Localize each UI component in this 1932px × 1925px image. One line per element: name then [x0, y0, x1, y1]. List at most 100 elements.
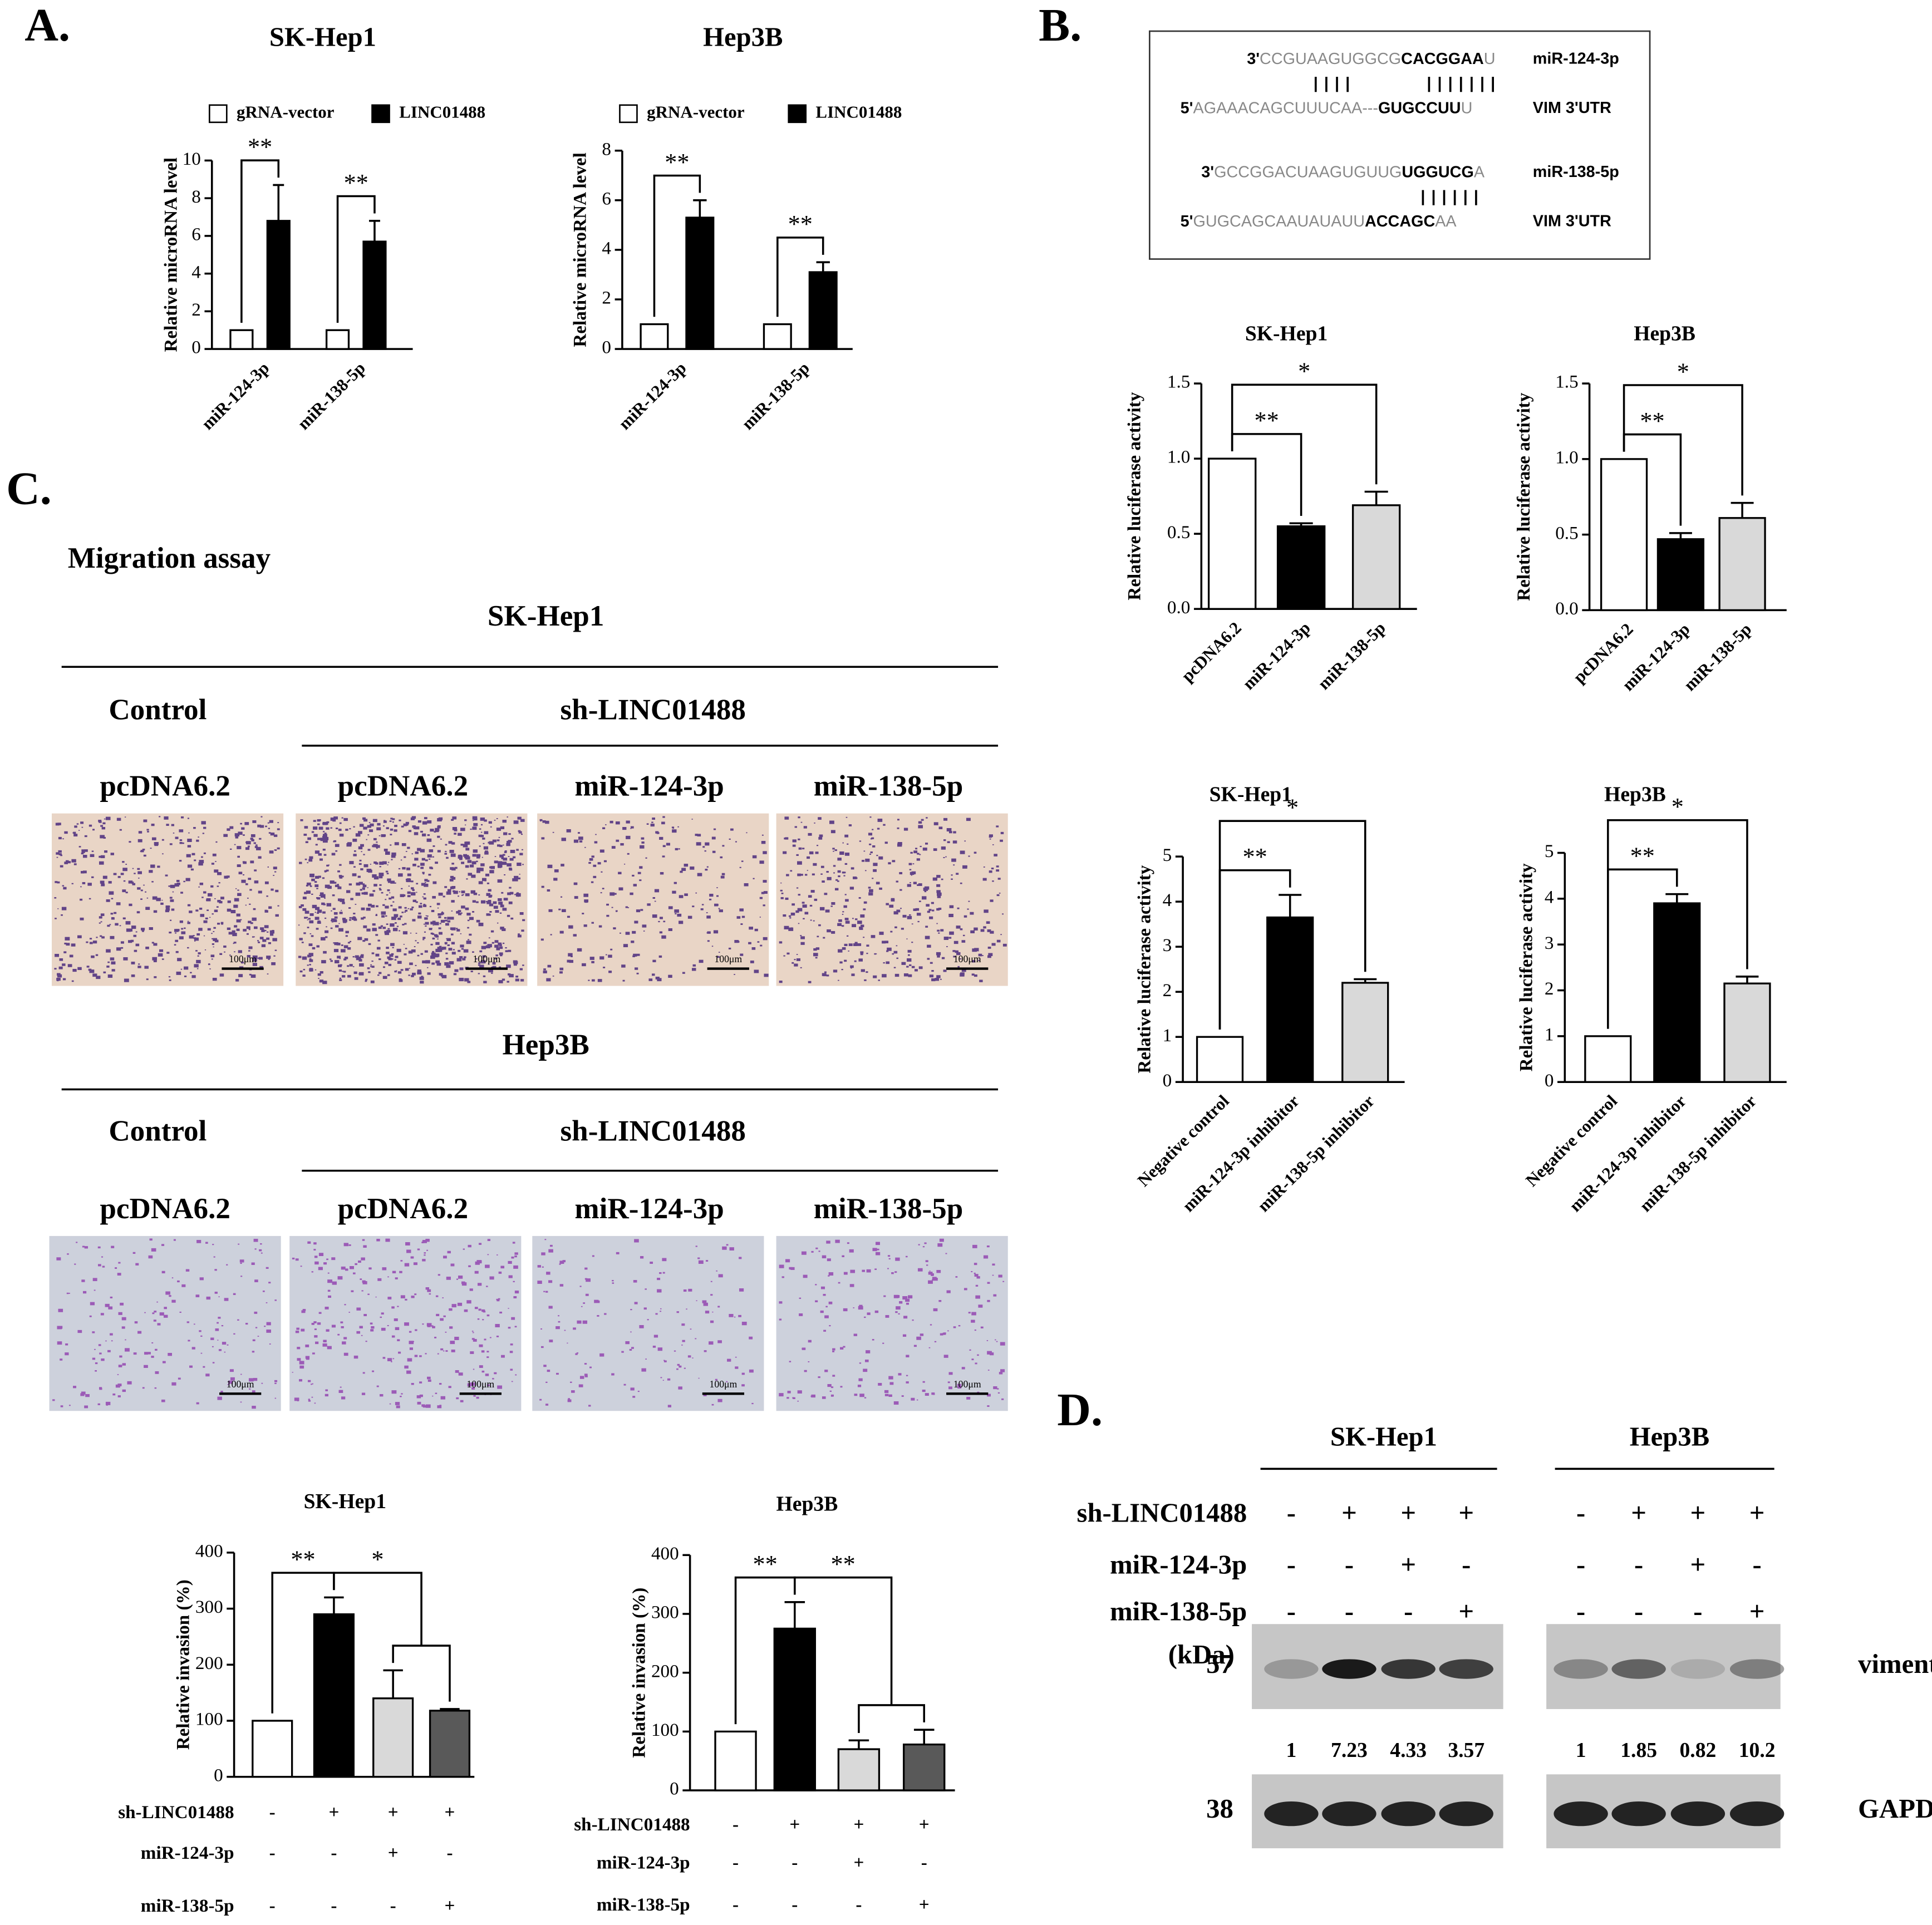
bar	[714, 1730, 757, 1791]
chart-title: Hep3B	[776, 1492, 838, 1515]
sign: -	[1634, 1550, 1643, 1580]
y-axis-label: Relative luciferase activity	[1513, 392, 1534, 601]
band	[1554, 1801, 1608, 1826]
band	[1264, 1801, 1319, 1826]
y-axis-label: Relative luciferase activity	[1516, 863, 1537, 1072]
quantification: 1.85	[1620, 1739, 1657, 1762]
condition-sign: -	[331, 1896, 337, 1916]
sequence: 3'CCGUAAGUGGCGCACGGAAU	[1247, 50, 1495, 67]
condition-sign: +	[388, 1802, 399, 1823]
column-label: pcDNA6.2	[338, 770, 469, 803]
bar	[837, 1748, 881, 1791]
significance-label: **	[248, 133, 272, 160]
significance-label: **	[291, 1545, 315, 1573]
bar	[773, 1627, 816, 1791]
base-pairs: ||||	[1314, 75, 1356, 92]
band	[1381, 1801, 1436, 1826]
error-bar	[1669, 532, 1692, 539]
sequence-part: A	[1474, 163, 1485, 181]
y-tick-label: 5	[1163, 845, 1172, 865]
row-label: miR-138-5p	[1110, 1597, 1247, 1627]
y-tick-label: 0	[1163, 1070, 1172, 1091]
y-tick-label: 400	[651, 1543, 679, 1564]
sequence-end: 5'	[1181, 213, 1193, 230]
y-tick-label: 0.5	[1167, 522, 1190, 543]
y-tick-label: 0	[602, 337, 611, 358]
significance-label: **	[753, 1550, 778, 1578]
bar	[1266, 916, 1314, 1083]
sequence-part: GUGCCUU	[1378, 99, 1461, 117]
y-tick-label: 0	[1545, 1070, 1554, 1091]
quantification: 7.23	[1331, 1739, 1368, 1762]
y-tick-label: 4	[191, 262, 201, 282]
quantification: 1	[1286, 1739, 1296, 1762]
condition-sign: -	[390, 1896, 396, 1916]
scale-bar-label: 100μm	[227, 1378, 254, 1390]
x-tick-label: pcDNA6.2	[1177, 618, 1245, 686]
band	[1322, 1801, 1377, 1826]
quantification: 10.2	[1739, 1739, 1776, 1762]
y-tick-label: 100	[195, 1709, 223, 1730]
bar	[685, 216, 715, 350]
y-tick-label: 1	[1163, 1025, 1172, 1046]
legend-label: gRNA-vector	[647, 102, 745, 121]
sequence-part: U	[1484, 50, 1496, 67]
y-tick-label: 0	[214, 1765, 223, 1785]
scale-bar-label: 100μm	[466, 1378, 494, 1390]
significance-label: **	[1630, 843, 1655, 870]
error-bar	[693, 199, 707, 218]
sequence-name: miR-138-5p	[1533, 163, 1619, 181]
significance-label: *	[1677, 358, 1689, 385]
band	[1264, 1659, 1319, 1679]
panel-label: C.	[6, 462, 52, 514]
significance-label: **	[788, 210, 813, 238]
panel-label: A.	[24, 0, 70, 51]
quantification: 4.33	[1390, 1739, 1427, 1762]
bar	[903, 1743, 946, 1791]
quantification: 1	[1576, 1739, 1586, 1762]
bar	[808, 271, 838, 350]
sequence-name: miR-124-3p	[1533, 50, 1619, 67]
condition-sign: +	[328, 1802, 339, 1823]
bar	[429, 1710, 471, 1778]
significance-bracket	[333, 1572, 422, 1646]
micrograph	[776, 1235, 1008, 1411]
sign: -	[1576, 1550, 1585, 1580]
sign: +	[1749, 1498, 1765, 1528]
condition-sign: -	[856, 1894, 862, 1915]
significance-bracket	[240, 159, 280, 323]
sequence: 5'GUGCAGCAAUAUAUUACCAGCAA	[1181, 213, 1457, 230]
sign: -	[1404, 1597, 1413, 1627]
unit-label: (kDa)	[1168, 1640, 1235, 1670]
y-tick-label: 3	[1545, 933, 1554, 953]
sequence-end: 3'	[1247, 50, 1260, 67]
error-bar	[383, 1669, 403, 1698]
condition-sign: -	[269, 1802, 276, 1823]
chart-title: Hep3B	[1604, 782, 1666, 806]
treatment-label: sh-LINC01488	[560, 693, 745, 726]
y-tick-label: 1	[1545, 1025, 1554, 1045]
sequence-part: CACGGAA	[1401, 50, 1484, 67]
significance-label: *	[1672, 793, 1684, 820]
band	[1670, 1801, 1725, 1826]
stained-cells	[779, 1238, 1005, 1407]
bar	[1351, 504, 1401, 610]
condition-sign: -	[792, 1894, 798, 1915]
quantification: 0.82	[1679, 1739, 1716, 1762]
y-axis-label: Relative invasion (%)	[629, 1588, 650, 1758]
sequence: 3'GCCGGACUAAGUGUUGUGGUCGA	[1201, 163, 1485, 181]
stained-cells	[292, 1238, 519, 1409]
row-label: sh-LINC01488	[1077, 1498, 1247, 1528]
sign: +	[1400, 1550, 1416, 1580]
base-pairs: ||||||	[1420, 188, 1484, 205]
error-bar	[1736, 976, 1759, 984]
band	[1611, 1659, 1666, 1679]
stained-cells	[298, 816, 525, 984]
error-bar	[848, 1739, 869, 1750]
column-label: miR-124-3p	[574, 1193, 724, 1225]
y-tick-label: 8	[602, 139, 611, 159]
condition-sign: -	[733, 1853, 739, 1873]
condition-sign: -	[269, 1896, 276, 1916]
y-tick-label: 200	[651, 1661, 679, 1681]
bar	[1276, 525, 1326, 610]
